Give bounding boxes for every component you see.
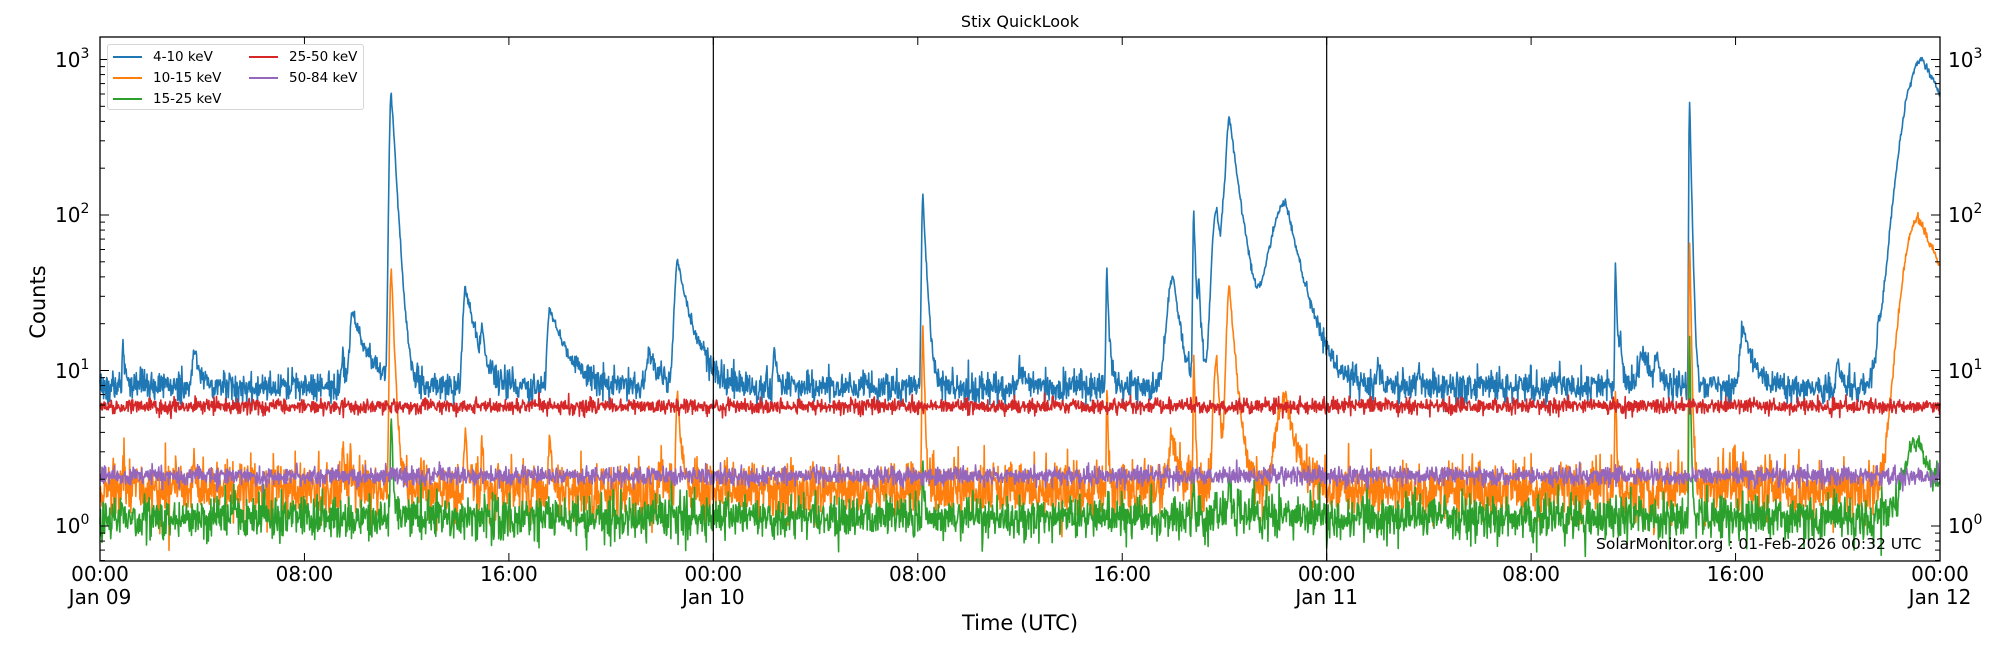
source-annotation: SolarMonitor.org : 01-Feb-2026 00:32 UTC (1596, 535, 1922, 553)
y-tick-label-left: 102 (55, 201, 90, 227)
x-tick-date: Jan 10 (682, 585, 745, 609)
series-layer (99, 56, 1941, 558)
legend-label: 50-84 keV (289, 70, 358, 86)
x-tick-time: 08:00 (275, 562, 334, 586)
x-tick-time: 00:00 (684, 562, 743, 586)
legend-item-50-84kev: 50-84 keV (249, 68, 357, 88)
legend-label: 10-15 keV (153, 70, 222, 86)
y-tick-label-right: 100 (1948, 512, 1983, 538)
legend-item-4-10kev: 4-10 keV (113, 47, 213, 67)
x-tick-label: 16:00 (1093, 563, 1151, 586)
x-tick-time: 16:00 (1706, 562, 1765, 586)
legend-item-10-15kev: 10-15 keV (113, 68, 221, 88)
x-tick-label: 08:00 (276, 563, 334, 586)
x-tick-label: 16:00 (480, 563, 538, 586)
legend-swatch-50-84kev (249, 77, 278, 79)
x-tick-time: 08:00 (1502, 562, 1560, 586)
x-tick-date: Jan 09 (68, 585, 132, 609)
day-divider-lines (712, 37, 1328, 561)
y-tick-label-right: 103 (1948, 45, 1983, 72)
series-line-4-10kev (99, 56, 1941, 413)
x-tick-time: 00:00 (71, 562, 129, 586)
x-tick-label: 16:00 (1707, 563, 1765, 586)
x-tick-label: 00:00 Jan 11 (1295, 563, 1358, 609)
x-tick-time: 16:00 (1093, 562, 1152, 586)
legend-label: 15-25 keV (153, 91, 222, 107)
legend-swatch-4-10kev (113, 56, 142, 58)
legend-label: 25-50 keV (289, 49, 358, 65)
legend-swatch-10-15kev (113, 77, 142, 79)
y-axis-label: Counts (26, 265, 50, 339)
x-tick-date: Jan 12 (1908, 585, 1972, 609)
series-line-50-84kev (99, 459, 1941, 493)
y-tick-label-right: 101 (1948, 356, 1983, 383)
x-tick-time: 16:00 (480, 562, 538, 586)
series-line-15-25kev (99, 335, 1941, 558)
x-tick-time: 00:00 (1911, 562, 1969, 586)
x-axis-label: Time (UTC) (961, 611, 1079, 635)
y-tick-label-left: 101 (55, 356, 90, 383)
y-tick-label-right: 102 (1948, 201, 1983, 227)
x-tick-label: 00:00 Jan 12 (1909, 563, 1972, 609)
legend-swatch-15-25kev (113, 98, 142, 100)
x-tick-time: 08:00 (888, 562, 947, 586)
y-tick-label-left: 100 (55, 512, 90, 538)
legend-swatch-25-50kev (249, 56, 278, 58)
chart-title: Stix QuickLook (960, 12, 1080, 31)
x-tick-label: 00:00 Jan 09 (69, 563, 132, 609)
legend: 4-10 keV 10-15 keV 15-25 keV 25-50 keV 5… (107, 44, 364, 110)
x-tick-date: Jan 11 (1295, 585, 1358, 609)
legend-item-25-50kev: 25-50 keV (249, 47, 357, 67)
x-tick-label: 08:00 (1502, 563, 1560, 586)
series-line-25-50kev (99, 391, 1941, 420)
x-tick-time: 00:00 (1297, 562, 1356, 586)
y-tick-label-left: 103 (55, 45, 90, 72)
legend-label: 4-10 keV (153, 49, 213, 65)
legend-item-15-25kev: 15-25 keV (113, 89, 221, 109)
plot-frame (99, 36, 1941, 562)
x-tick-label: 00:00 Jan 10 (682, 563, 745, 609)
axis-ticks (99, 37, 1941, 561)
x-tick-label: 08:00 (889, 563, 947, 586)
